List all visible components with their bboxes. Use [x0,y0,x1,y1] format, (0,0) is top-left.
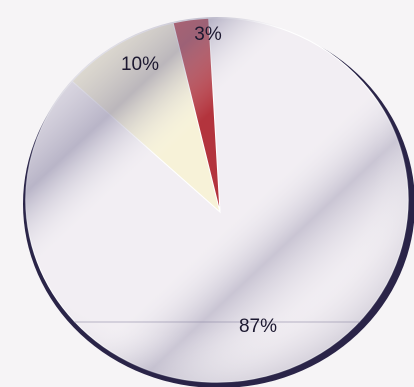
slice-label-10: 10% [121,54,159,75]
slice-label-3: 3% [194,24,222,45]
slice-label-87: 87% [239,316,277,337]
